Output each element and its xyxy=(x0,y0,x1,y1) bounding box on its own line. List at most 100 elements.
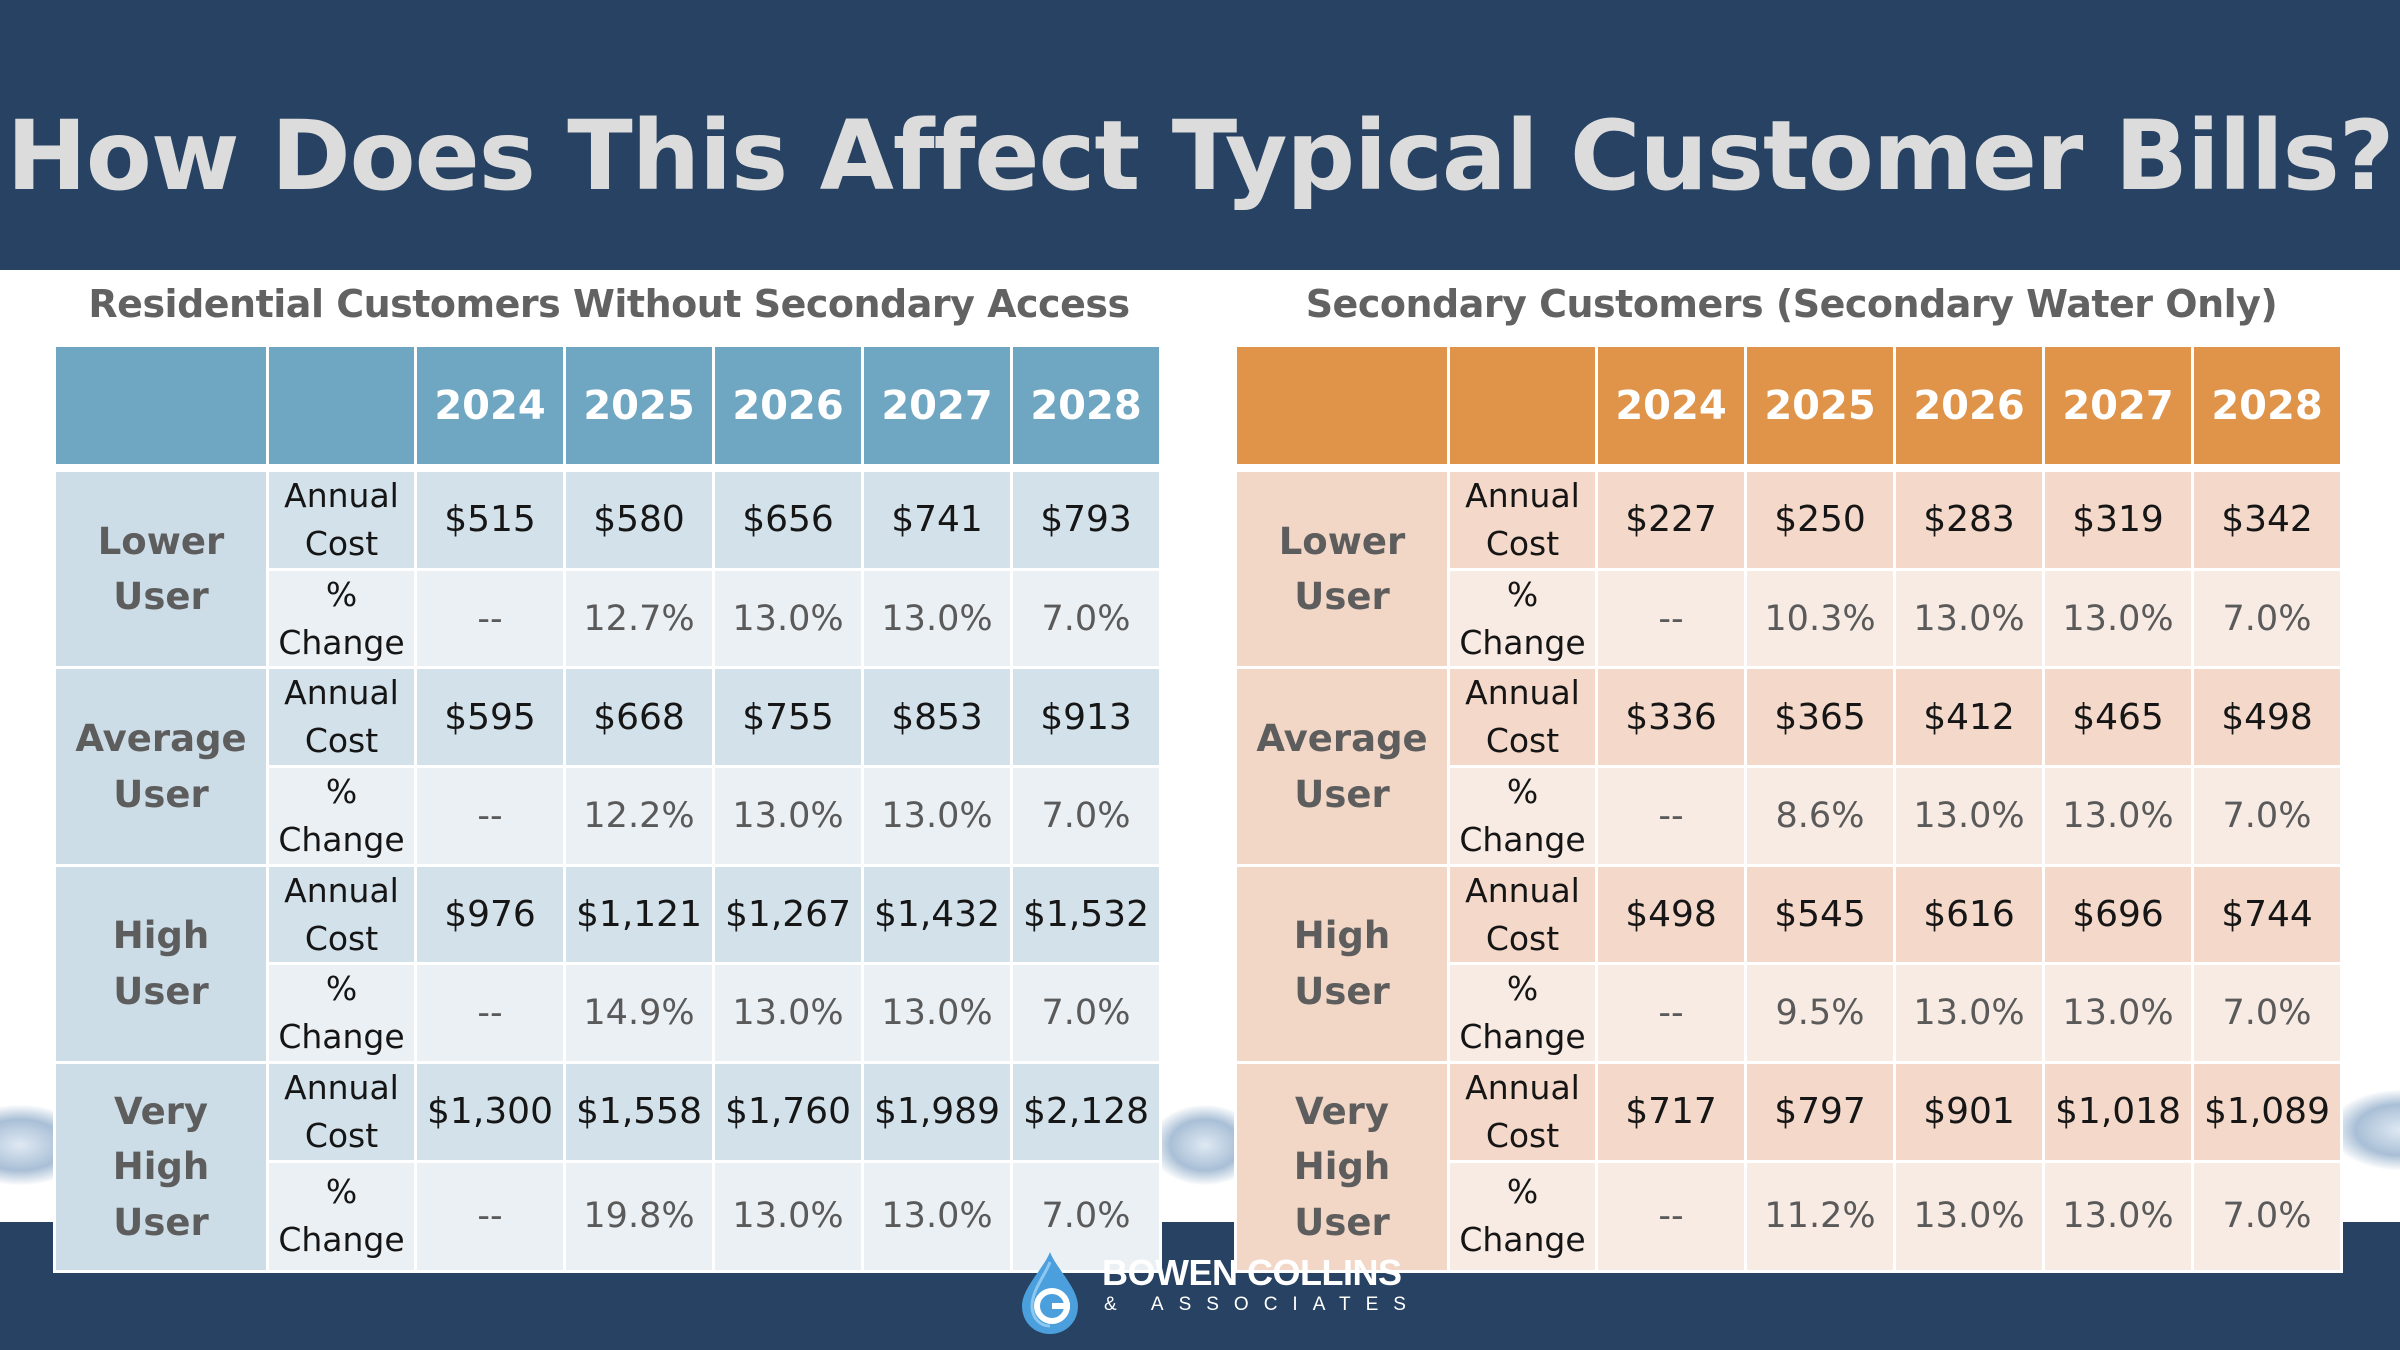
annual-cost-cell: $1,989 xyxy=(864,1064,1010,1160)
annual-cost-cell: $741 xyxy=(864,472,1010,568)
annual-cost-label: Annual Cost xyxy=(269,866,414,963)
percent-change-cell: 7.0% xyxy=(2194,965,2340,1062)
percent-change-cell: 13.0% xyxy=(1896,1162,2042,1270)
percent-change-label: % Change xyxy=(1450,965,1595,1062)
annual-cost-row: Average User Annual Cost $595 $668 $755 $853 $91… xyxy=(56,669,1159,864)
header-blank-cell xyxy=(269,347,414,464)
percent-change-label-line: % xyxy=(325,772,358,812)
spacer-row xyxy=(1237,467,2340,469)
percent-change-cell: 7.0% xyxy=(1013,1162,1159,1270)
percent-change-label: % Change xyxy=(269,768,414,864)
percent-change-cell: 14.9% xyxy=(566,965,712,1062)
annual-cost-row: Very High User Annual Cost $1,300 $1,558 $1,760… xyxy=(56,1064,1159,1270)
spacer-cell xyxy=(1237,467,2340,469)
percent-change-cell: 11.2% xyxy=(1747,1162,1893,1270)
header-row: 2024 2025 2026 2027 2028 xyxy=(56,347,1159,464)
annual-cost-label-line: Cost xyxy=(1485,721,1560,761)
annual-cost-cell: $412 xyxy=(1896,669,2042,766)
percent-change-cell: -- xyxy=(1598,768,1744,864)
percent-change-label: % Change xyxy=(269,570,414,667)
percent-change-cell: -- xyxy=(1598,570,1744,667)
user-category-label: Average User xyxy=(1237,669,1447,864)
company-logo: BOWEN COLLINS & ASSOCIATES xyxy=(1014,1250,1414,1340)
percent-change-cell: -- xyxy=(417,1162,563,1270)
percent-change-label: % Change xyxy=(1450,1162,1595,1270)
annual-cost-cell: $580 xyxy=(566,472,712,568)
percent-change-row: % Change -- 14.9% 13.0% 13.0% 7.0% xyxy=(56,965,1159,1062)
annual-cost-label-line: Annual xyxy=(1465,870,1580,910)
annual-cost-cell: $976 xyxy=(417,866,563,963)
annual-cost-cell: $365 xyxy=(1747,669,1893,766)
percent-change-cell: 7.0% xyxy=(1013,965,1159,1062)
residential-bills-table: 2024 2025 2026 2027 2028 Lower User Annual Cost $… xyxy=(53,344,1162,1273)
user-category-line: User xyxy=(1294,969,1390,1013)
percent-change-label-line: Change xyxy=(1459,1017,1586,1057)
percent-change-cell: 19.8% xyxy=(566,1162,712,1270)
annual-cost-cell: $342 xyxy=(2194,472,2340,568)
percent-change-row: % Change -- 12.2% 13.0% 13.0% 7.0% xyxy=(56,768,1159,864)
annual-cost-label-line: Annual xyxy=(284,1068,399,1108)
annual-cost-cell: $901 xyxy=(1896,1064,2042,1160)
annual-cost-label: Annual Cost xyxy=(269,472,414,568)
annual-cost-cell: $797 xyxy=(1747,1064,1893,1160)
user-category-line: High xyxy=(112,914,210,958)
annual-cost-cell: $696 xyxy=(2045,866,2191,963)
annual-cost-label-line: Annual xyxy=(1465,1068,1580,1108)
annual-cost-label-line: Cost xyxy=(1485,918,1560,958)
percent-change-cell: 8.6% xyxy=(1747,768,1893,864)
annual-cost-cell: $1,432 xyxy=(864,866,1010,963)
percent-change-cell: 7.0% xyxy=(2194,768,2340,864)
percent-change-cell: 13.0% xyxy=(864,1162,1010,1270)
user-category-line: High xyxy=(1293,1145,1391,1189)
percent-change-row: % Change -- 19.8% 13.0% 13.0% 7.0% xyxy=(56,1162,1159,1270)
percent-change-label-line: % xyxy=(325,1172,358,1212)
annual-cost-cell: $1,558 xyxy=(566,1064,712,1160)
annual-cost-cell: $1,121 xyxy=(566,866,712,963)
percent-change-label: % Change xyxy=(1450,768,1595,864)
annual-cost-label: Annual Cost xyxy=(269,669,414,766)
percent-change-cell: 13.0% xyxy=(2045,1162,2191,1270)
annual-cost-cell: $515 xyxy=(417,472,563,568)
annual-cost-cell: $656 xyxy=(715,472,861,568)
percent-change-row: % Change -- 8.6% 13.0% 13.0% 7.0% xyxy=(1237,768,2340,864)
user-category-line: User xyxy=(113,772,209,816)
user-category-label: Lower User xyxy=(1237,472,1447,667)
percent-change-cell: 7.0% xyxy=(2194,1162,2340,1270)
percent-change-row: % Change -- 11.2% 13.0% 13.0% 7.0% xyxy=(1237,1162,2340,1270)
annual-cost-cell: $717 xyxy=(1598,1064,1744,1160)
percent-change-label-line: % xyxy=(325,969,358,1009)
annual-cost-label-line: Cost xyxy=(304,523,379,563)
percent-change-label-line: % xyxy=(325,574,358,614)
percent-change-cell: 13.0% xyxy=(1896,965,2042,1062)
user-category-line: User xyxy=(1294,772,1390,816)
annual-cost-cell: $319 xyxy=(2045,472,2191,568)
percent-change-label-line: Change xyxy=(1459,622,1586,662)
user-category-line: User xyxy=(1294,1200,1390,1244)
annual-cost-cell: $668 xyxy=(566,669,712,766)
year-header: 2027 xyxy=(864,347,1010,464)
user-category-line: High xyxy=(1293,914,1391,958)
annual-cost-row: Very High User Annual Cost $717 $797 $901 $1,018… xyxy=(1237,1064,2340,1270)
percent-change-cell: -- xyxy=(417,965,563,1062)
user-category-line: User xyxy=(113,969,209,1013)
secondary-table-title: Secondary Customers (Secondary Water Onl… xyxy=(1305,282,2278,326)
annual-cost-cell: $616 xyxy=(1896,866,2042,963)
percent-change-label-line: % xyxy=(1506,772,1539,812)
annual-cost-cell: $498 xyxy=(2194,669,2340,766)
user-category-line: Very xyxy=(113,1089,209,1133)
percent-change-label-line: % xyxy=(1506,1172,1539,1212)
header-blank-cell xyxy=(56,347,266,464)
percent-change-cell: 7.0% xyxy=(1013,570,1159,667)
percent-change-cell: -- xyxy=(417,570,563,667)
percent-change-cell: 13.0% xyxy=(2045,570,2191,667)
annual-cost-cell: $283 xyxy=(1896,472,2042,568)
year-header: 2024 xyxy=(417,347,563,464)
logo-company-name: BOWEN COLLINS xyxy=(1102,1252,1402,1293)
year-header: 2026 xyxy=(715,347,861,464)
percent-change-cell: 13.0% xyxy=(1896,570,2042,667)
annual-cost-label-line: Annual xyxy=(1465,673,1580,713)
percent-change-cell: 13.0% xyxy=(715,768,861,864)
percent-change-row: % Change -- 9.5% 13.0% 13.0% 7.0% xyxy=(1237,965,2340,1062)
annual-cost-cell: $853 xyxy=(864,669,1010,766)
year-header: 2025 xyxy=(566,347,712,464)
